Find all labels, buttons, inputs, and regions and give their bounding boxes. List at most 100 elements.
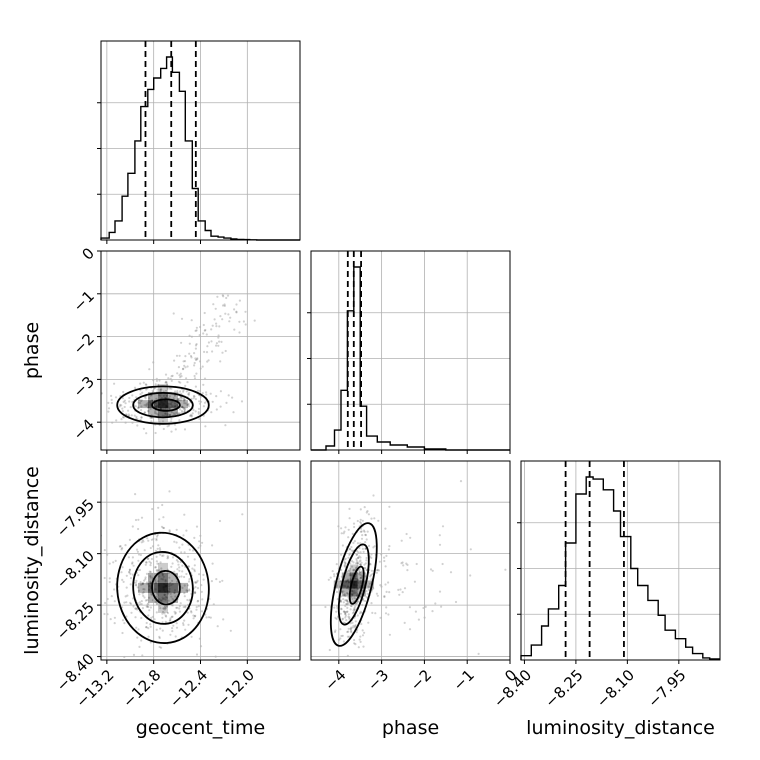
scatter-point [159,389,162,392]
scatter-point [119,545,122,548]
scatter-point [155,404,159,407]
scatter-point [141,607,144,610]
scatter-point [129,406,132,409]
scatter-point [405,562,408,565]
scatter-point [183,398,186,401]
scatter-point [187,393,190,396]
scatter-point [352,568,355,571]
scatter-point [348,517,351,520]
scatter-point [182,398,185,401]
scatter-point [339,580,342,583]
scatter-point [148,570,151,573]
scatter-point [187,580,191,583]
scatter-point [129,583,132,586]
scatter-point [168,585,171,588]
scatter-point [344,616,347,619]
scatter-point [162,394,165,397]
scatter-point [137,574,140,577]
density-cell [158,602,168,613]
density-cell [168,582,178,593]
scatter-point [164,389,168,392]
scatter-point [158,403,161,406]
scatter-point [400,539,403,542]
scatter-point [136,636,139,639]
scatter-point [229,316,232,319]
scatter-point [160,525,164,528]
y-tick-label: −3 [70,373,98,401]
scatter-point [166,425,169,428]
scatter-point [191,567,194,570]
scatter-point [383,595,386,599]
scatter-point [360,537,364,540]
scatter-point [183,400,186,403]
panel-frame [310,250,511,451]
scatter-point [164,605,167,608]
scatter-point [348,617,351,621]
density-cell [158,582,168,593]
scatter-point [365,538,368,541]
density-cell [349,596,358,605]
scatter-point [112,561,115,564]
scatter-point [162,403,166,406]
scatter-point [160,400,163,403]
scatter-point [350,674,352,676]
scatter-point [98,392,100,394]
scatter-point [229,629,232,632]
scatter-point [160,599,163,602]
scatter-point [385,606,388,609]
scatter-point [196,357,199,360]
scatter-point [343,610,346,613]
scatter-point [130,414,133,417]
scatter-point [365,511,368,514]
scatter-point [121,606,124,609]
scatter-point [142,381,145,384]
scatter-point [183,513,186,516]
scatter-point [352,600,355,603]
scatter-point [353,607,356,610]
scatter-point [135,548,139,551]
scatter-point [134,607,137,610]
scatter-point [177,563,180,566]
scatter-point [139,402,142,405]
scatter-point [384,565,387,568]
scatter-point [175,411,178,414]
histogram-phase [311,266,510,451]
density-cell [178,400,188,409]
scatter-point [120,418,123,421]
scatter-point [354,624,357,627]
scatter-point [186,611,189,614]
scatter-point [147,602,150,605]
y-axis-label-phase: phase [21,322,43,379]
scatter-point [156,562,159,565]
scatter-point [156,570,159,573]
scatter-point [147,614,150,617]
scatter-point [202,323,205,327]
scatter-point [176,606,179,609]
scatter-point [166,387,169,390]
scatter-point [128,396,131,400]
x-tick-label: −8.10 [593,666,638,711]
y-axis-label-luminosity_distance: luminosity_distance [21,466,43,655]
scatter-point [193,558,196,561]
scatter-point [223,303,226,306]
scatter-point [372,587,375,590]
scatter-point [383,595,386,598]
scatter-point [348,507,351,510]
scatter-point [351,593,354,596]
scatter-point [180,575,183,578]
scatter-point [174,612,177,615]
scatter-point [340,608,343,611]
scatter-point [178,607,181,610]
scatter-point [367,544,371,548]
scatter-point [156,535,159,538]
scatter-point [107,401,110,404]
scatter-point [366,530,369,533]
scatter-point [174,611,177,614]
scatter-point [342,584,345,587]
scatter-point [147,627,150,630]
scatter-point [221,579,224,582]
scatter-point [155,569,158,572]
scatter-point [174,413,177,416]
scatter-point [134,581,137,584]
scatter-point [175,626,179,629]
